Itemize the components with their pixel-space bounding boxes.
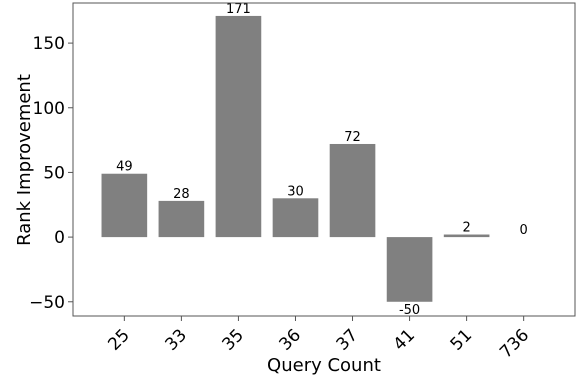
bar-36 (272, 198, 319, 238)
bars-layer (101, 15, 490, 302)
bar-25 (101, 173, 148, 238)
data-label-25: 49 (116, 160, 133, 175)
x-tick-label-51: 51 (447, 325, 476, 354)
data-label-35: 171 (226, 2, 251, 17)
y-axis: −50 0 50 100 150 (29, 34, 73, 313)
y-tick-label-50: 50 (43, 163, 65, 183)
bar-37 (329, 143, 376, 238)
data-label-736: 0 (520, 223, 528, 238)
x-axis-label: Query Count (267, 355, 381, 376)
bar-33 (158, 200, 205, 238)
data-label-51: 2 (462, 221, 470, 236)
x-tick-label-25: 25 (104, 325, 133, 354)
x-tick-label-37: 37 (333, 325, 362, 354)
data-label-36: 30 (287, 184, 304, 199)
y-tick-label-0: 0 (54, 228, 65, 248)
x-tick-label-736: 736 (496, 325, 533, 362)
y-tick-label-100: 100 (33, 99, 65, 119)
x-tick-label-33: 33 (161, 325, 190, 354)
y-tick-label-150: 150 (33, 34, 65, 54)
data-label-41: -50 (399, 303, 420, 318)
bar-51 (443, 234, 490, 238)
x-tick-label-35: 35 (219, 325, 248, 354)
bar-35 (215, 15, 262, 238)
x-tick-label-36: 36 (276, 325, 305, 354)
y-axis-label: Rank Improvement (14, 74, 35, 246)
data-label-33: 28 (173, 187, 190, 202)
y-tick-label--50: −50 (29, 293, 65, 313)
bar-41 (386, 237, 433, 302)
plot-frame (72, 2, 576, 317)
x-tick-label-41: 41 (390, 325, 419, 354)
data-label-37: 72 (344, 130, 361, 145)
data-labels-layer: 49 28 171 30 72 -50 2 0 (116, 2, 528, 318)
